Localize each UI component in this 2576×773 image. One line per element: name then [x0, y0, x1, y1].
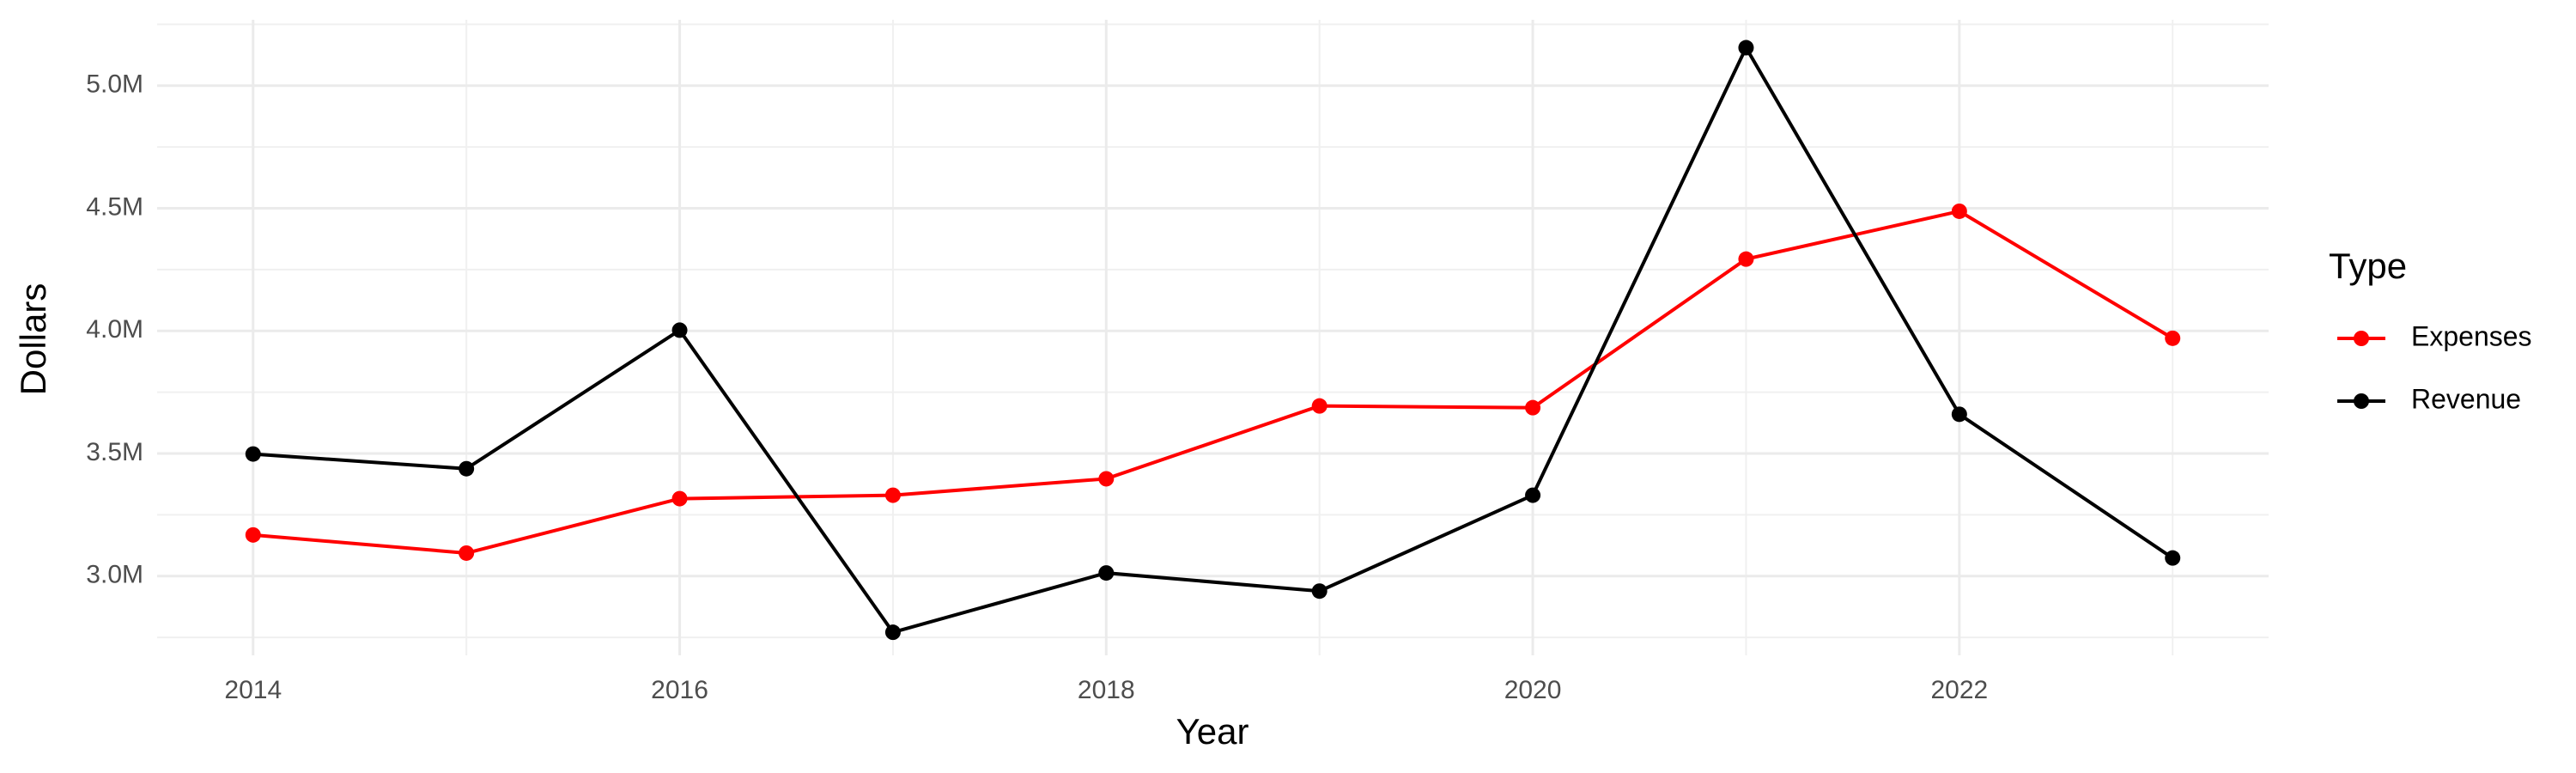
y-tick-label: 3.5M [86, 438, 143, 466]
x-tick-label: 2016 [651, 676, 708, 704]
data-point [459, 545, 475, 561]
data-point [2165, 550, 2181, 566]
data-point [459, 460, 475, 477]
data-point [1525, 487, 1541, 503]
legend-title: Type [2329, 246, 2407, 286]
data-point [671, 322, 688, 338]
x-tick-label: 2018 [1078, 676, 1135, 704]
data-point [1098, 471, 1115, 487]
data-point [1098, 565, 1115, 581]
data-point [2165, 330, 2181, 346]
x-tick-label: 2020 [1504, 676, 1562, 704]
data-point [1951, 406, 1967, 423]
data-point [1311, 583, 1327, 600]
legend-marker [2354, 331, 2369, 346]
data-point [1738, 40, 1754, 56]
legend-label: Revenue [2411, 383, 2521, 414]
y-tick-label: 5.0M [86, 70, 143, 99]
data-point [245, 526, 261, 543]
y-tick-label: 4.5M [86, 192, 143, 221]
legend-label: Expenses [2411, 320, 2532, 351]
data-point [1738, 251, 1754, 267]
y-axis-title: Dollars [13, 283, 53, 396]
data-point [884, 624, 901, 641]
data-point [245, 446, 261, 462]
y-tick-label: 4.0M [86, 315, 143, 344]
data-point [671, 490, 688, 507]
series-line [252, 209, 2174, 555]
data-point [884, 487, 901, 503]
data-point [1311, 398, 1327, 414]
legend-marker [2354, 393, 2369, 409]
data-point [1525, 399, 1541, 416]
y-tick-label: 3.0M [86, 561, 143, 589]
x-axis-title: Year [1176, 711, 1249, 752]
series-line [252, 44, 2174, 635]
x-tick-label: 2014 [224, 676, 282, 704]
x-tick-label: 2022 [1930, 676, 1988, 704]
data-point [1951, 203, 1967, 219]
